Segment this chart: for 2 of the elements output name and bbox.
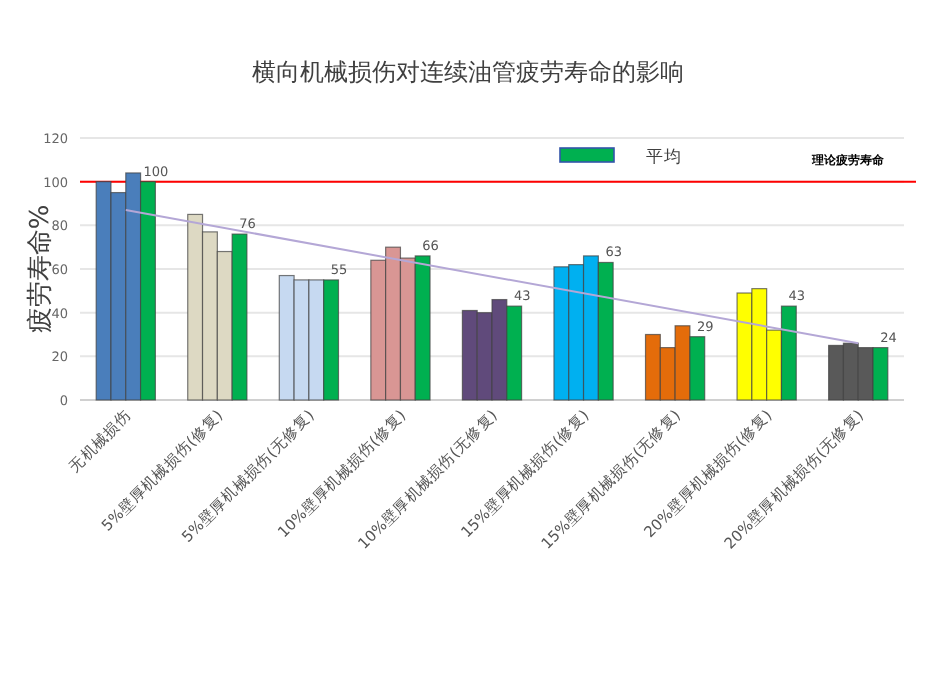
- chart-title: 横向机械损伤对连续油管疲劳寿命的影响: [252, 58, 684, 86]
- legend-label: 平均: [646, 146, 682, 168]
